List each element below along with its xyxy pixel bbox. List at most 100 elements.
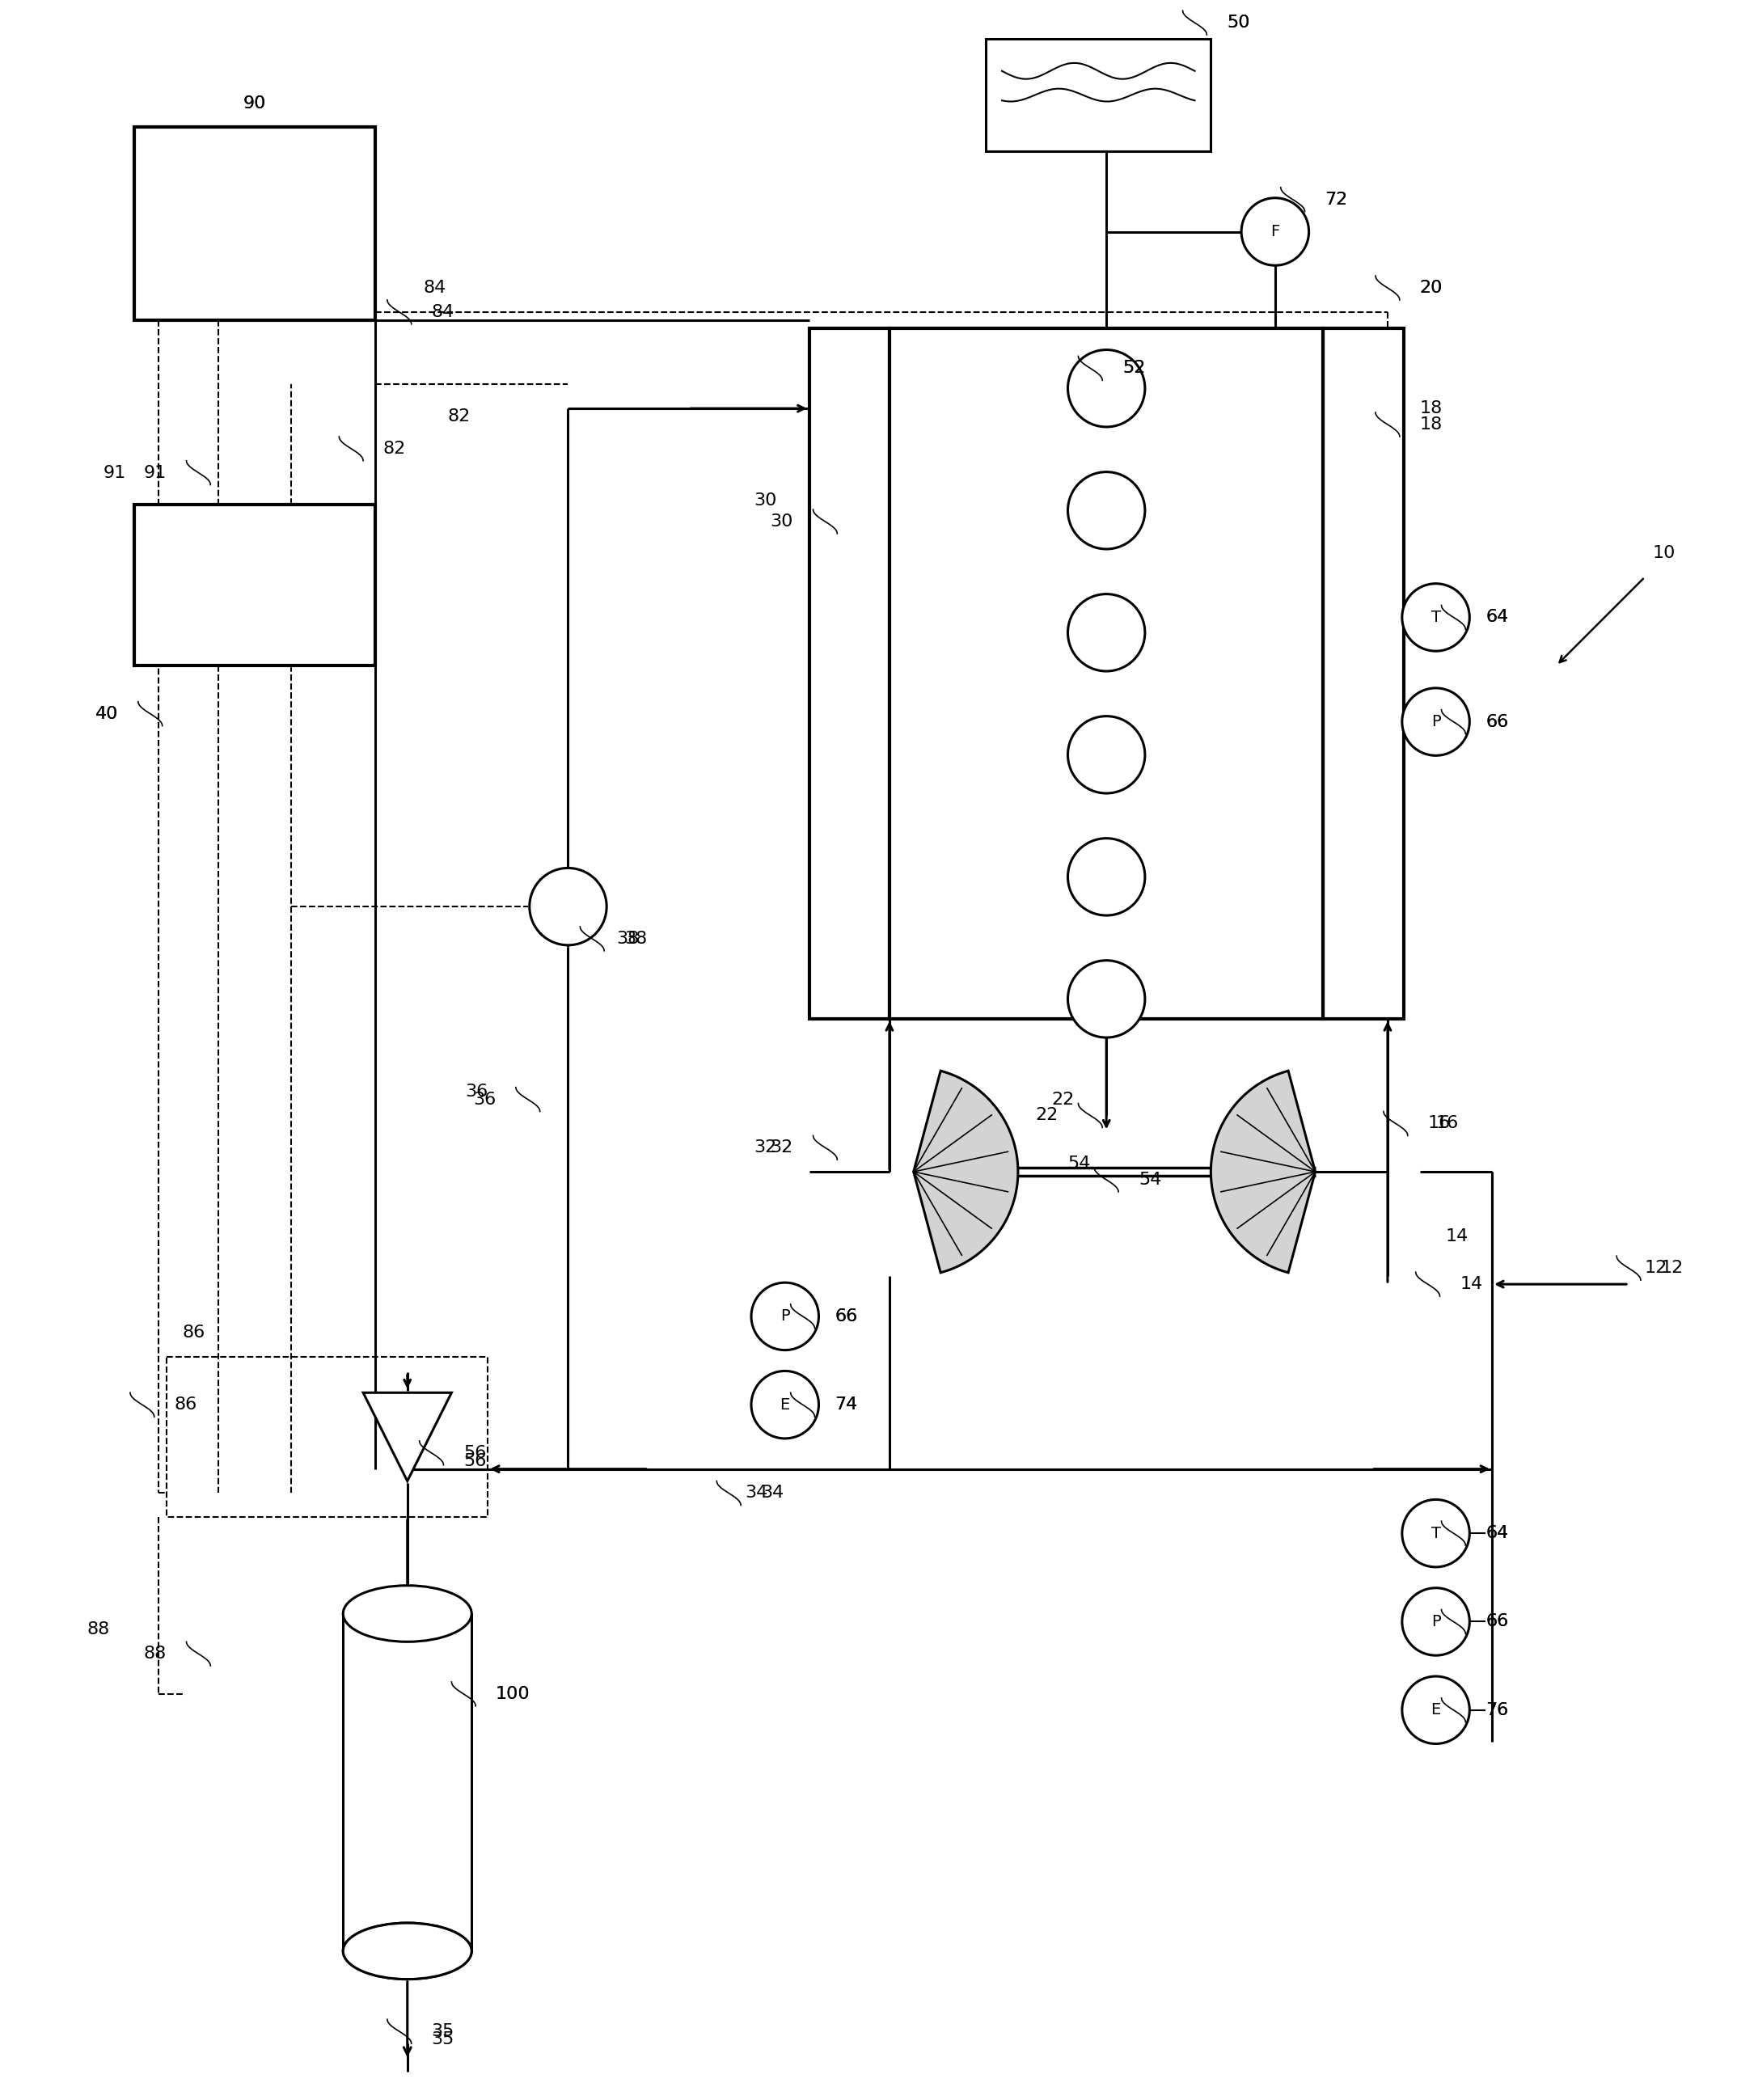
Ellipse shape (343, 1924, 471, 1978)
Text: 90: 90 (243, 94, 265, 111)
Circle shape (529, 867, 607, 945)
Text: 10: 10 (1653, 546, 1675, 561)
Polygon shape (914, 1071, 1018, 1273)
Bar (890, 328, 1324, 1018)
Text: 64: 64 (1486, 1525, 1508, 1541)
Text: 74: 74 (835, 1396, 858, 1413)
Text: 76: 76 (1486, 1701, 1508, 1718)
Bar (809, 328, 890, 1018)
Text: 56: 56 (464, 1453, 487, 1470)
Text: 76: 76 (1486, 1701, 1508, 1718)
Text: 30: 30 (754, 493, 777, 508)
Ellipse shape (343, 1586, 471, 1642)
Circle shape (1241, 197, 1310, 265)
Text: 100: 100 (496, 1686, 531, 1703)
Circle shape (1403, 1499, 1470, 1567)
Circle shape (1403, 1588, 1470, 1655)
Text: 74: 74 (835, 1396, 858, 1413)
Bar (986, 38, 1211, 151)
Text: Controller: Controller (211, 578, 299, 594)
Bar (1324, 328, 1403, 1018)
Text: P: P (1431, 714, 1440, 729)
Polygon shape (364, 1392, 452, 1480)
Text: F: F (1271, 225, 1280, 239)
Text: System: System (222, 248, 288, 265)
Text: 32: 32 (754, 1140, 777, 1155)
Text: 64: 64 (1486, 609, 1508, 626)
Text: 86: 86 (183, 1325, 206, 1340)
Bar (134, 504, 374, 666)
Text: 36: 36 (473, 1092, 496, 1107)
Circle shape (1067, 838, 1144, 916)
Circle shape (1403, 689, 1470, 756)
Text: 91: 91 (144, 464, 167, 481)
Circle shape (751, 1371, 819, 1439)
Text: T: T (1431, 609, 1440, 626)
Text: 66: 66 (1486, 1613, 1508, 1630)
Text: 72: 72 (1326, 191, 1348, 208)
Text: T: T (1431, 1525, 1440, 1541)
Ellipse shape (343, 1924, 471, 1978)
Text: 20: 20 (1420, 279, 1443, 296)
Text: 84: 84 (424, 279, 447, 296)
Text: 84: 84 (431, 304, 454, 319)
Text: 82: 82 (383, 441, 406, 456)
Text: 14: 14 (1459, 1277, 1482, 1292)
Text: 12: 12 (1661, 1260, 1684, 1277)
Text: P: P (1431, 1615, 1440, 1630)
Text: 66: 66 (1486, 714, 1508, 731)
Text: 30: 30 (770, 514, 793, 529)
Circle shape (1067, 716, 1144, 794)
Text: 18: 18 (1420, 401, 1443, 416)
Text: 82: 82 (448, 407, 471, 424)
Circle shape (1067, 351, 1144, 426)
Text: 36: 36 (464, 1084, 487, 1100)
Text: E: E (781, 1396, 789, 1413)
Text: 34: 34 (745, 1485, 768, 1502)
Text: 100: 100 (496, 1686, 531, 1703)
Text: 66: 66 (835, 1308, 858, 1325)
Text: 88: 88 (88, 1621, 111, 1638)
Text: 64: 64 (1486, 1525, 1508, 1541)
Text: 34: 34 (761, 1485, 784, 1502)
Text: 56: 56 (464, 1445, 487, 1462)
Polygon shape (1211, 1071, 1315, 1273)
Text: 90: 90 (243, 94, 265, 111)
Text: 40: 40 (95, 706, 118, 722)
Text: 66: 66 (1486, 714, 1508, 731)
Text: 14: 14 (1445, 1228, 1468, 1243)
Text: 35: 35 (431, 2022, 454, 2039)
Text: 54: 54 (1067, 1155, 1090, 1172)
Text: 16: 16 (1436, 1115, 1459, 1132)
Text: 22: 22 (1035, 1107, 1058, 1124)
Circle shape (1067, 960, 1144, 1037)
Text: 52: 52 (1122, 361, 1146, 376)
Text: 35: 35 (431, 2031, 454, 2047)
Bar (134, 128, 374, 319)
Circle shape (1403, 584, 1470, 651)
Text: 50: 50 (1227, 15, 1250, 32)
Text: 66: 66 (1486, 1613, 1508, 1630)
Text: 72: 72 (1326, 191, 1348, 208)
Circle shape (1403, 1676, 1470, 1743)
Text: 40: 40 (95, 706, 118, 722)
Text: OBD: OBD (234, 183, 274, 200)
Text: 22: 22 (1051, 1092, 1074, 1107)
Text: P: P (781, 1308, 789, 1323)
Text: 64: 64 (1486, 609, 1508, 626)
Text: 16: 16 (1427, 1115, 1450, 1132)
Text: 50: 50 (1227, 15, 1250, 32)
Text: 38: 38 (624, 930, 647, 947)
Text: 54: 54 (1139, 1172, 1162, 1189)
Text: 91: 91 (104, 464, 127, 481)
Circle shape (1067, 594, 1144, 672)
Text: 32: 32 (770, 1140, 793, 1155)
Circle shape (1067, 473, 1144, 548)
Text: 52: 52 (1122, 361, 1146, 376)
Text: 66: 66 (835, 1308, 858, 1325)
Text: 20: 20 (1420, 279, 1443, 296)
Bar (343, 1613, 471, 1951)
Text: 18: 18 (1420, 416, 1443, 433)
Circle shape (751, 1283, 819, 1350)
Text: 88: 88 (144, 1646, 167, 1661)
